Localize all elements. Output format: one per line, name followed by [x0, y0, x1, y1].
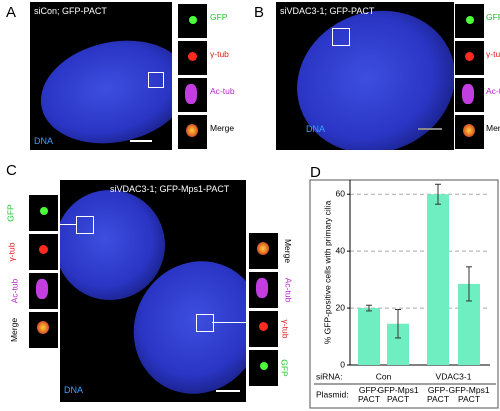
signal [39, 245, 48, 254]
stain-label: DNA [64, 385, 84, 395]
inset-image [177, 114, 208, 150]
signal [257, 242, 269, 255]
inset-image [177, 40, 208, 76]
inset-label: GFP [210, 12, 228, 22]
micrograph: siCon; GFP-PACT DNA [30, 2, 172, 150]
panel-label: B [254, 4, 265, 21]
image-title: siVDAC3-1; GFP-Mps1-PACT [110, 184, 230, 194]
signal [259, 322, 268, 331]
signal [189, 16, 197, 24]
roi-box [76, 216, 94, 234]
stain-label: DNA [306, 124, 326, 134]
x-tick-label: GFP-Mps1 PACT [448, 385, 490, 404]
inset-label: Merge [210, 123, 235, 133]
x-tick-label: GFP-Mps1 PACT [377, 385, 419, 404]
inset-label: γ-tub [486, 49, 500, 59]
panel-frame [309, 179, 499, 409]
signal [462, 84, 474, 104]
inset-image [28, 272, 59, 310]
roi-box [332, 28, 350, 46]
scale-bar [216, 390, 240, 392]
inset-image [177, 3, 208, 39]
inset-image [248, 271, 279, 309]
nucleus [31, 27, 172, 150]
image-title: siCon; GFP-PACT [34, 6, 107, 16]
inset-image [454, 3, 485, 39]
stain-label: DNA [34, 136, 54, 146]
group-label: Con [376, 371, 392, 381]
bar [427, 194, 449, 365]
inset-label: Ac-tub [210, 86, 235, 96]
x-tick-label: GFP- PACT [426, 385, 450, 404]
micrograph: siVDAC3-1; GFP-PACT DNA [276, 2, 454, 150]
inset-image [248, 349, 279, 387]
y-tick-label: 20 [336, 302, 346, 312]
inset-image [177, 77, 208, 113]
inset-image [28, 233, 59, 271]
inset-label: γ-tub [6, 242, 17, 262]
arrow [60, 224, 76, 225]
signal [185, 84, 197, 104]
inset-image [248, 232, 279, 270]
y-tick-label: 40 [336, 245, 346, 255]
inset-label: Ac-tub [9, 278, 20, 304]
panel-label: D [310, 164, 321, 181]
inset-label: GFP [486, 12, 500, 22]
scale-bar [418, 128, 442, 130]
inset-label: Merge [9, 317, 20, 343]
image-title: siVDAC3-1; GFP-PACT [280, 6, 375, 16]
group-label: VDAC3-1 [436, 371, 472, 381]
signal [188, 52, 197, 61]
bar [458, 283, 480, 365]
signal [466, 16, 474, 24]
y-tick-label: 0 [340, 359, 345, 369]
inset-label: GFP [5, 204, 16, 222]
row-label: Plasmid: [316, 389, 349, 399]
signal [465, 52, 474, 61]
micrograph: siVDAC3-1; GFP-Mps1-PACT DNA [60, 180, 246, 402]
inset-image [28, 311, 59, 349]
inset-image [454, 114, 485, 150]
signal [40, 207, 48, 215]
row-label: siRNA: [316, 371, 342, 381]
inset-label: GFP [279, 359, 290, 377]
signal [186, 124, 198, 137]
roi-box [196, 314, 214, 332]
signal [256, 278, 268, 298]
signal [463, 124, 475, 137]
inset-label: γ-tub [210, 49, 229, 59]
inset-label: Merge [283, 238, 294, 264]
signal [37, 321, 49, 334]
inset-image [248, 310, 279, 348]
inset-image [28, 194, 59, 232]
panel-label: C [6, 162, 17, 179]
y-tick-label: 60 [336, 188, 346, 198]
chart: 0 20 40 60 % GFP-positive cells with primary… [309, 179, 499, 409]
signal [36, 279, 48, 299]
inset-label: Ac-tub [486, 86, 500, 96]
inset-label: γ-tub [280, 319, 291, 339]
nucleus [60, 190, 165, 300]
inset-label: Ac-tub [283, 277, 294, 303]
roi-box [148, 72, 164, 88]
scale-bar [130, 140, 152, 142]
bar [387, 323, 409, 365]
panel-label: A [6, 4, 17, 21]
x-tick-label: GFP- PACT [357, 385, 381, 404]
bar [358, 308, 380, 365]
inset-image [454, 77, 485, 113]
signal [260, 362, 268, 370]
inset-image [454, 40, 485, 76]
chart-area: 0 20 40 60 % GFP-positive cells with primary… [300, 160, 500, 411]
inset-label: Merge [486, 123, 500, 133]
y-axis-label: % GFP-positive cells with primary cilia [322, 200, 332, 344]
arrow [212, 322, 246, 323]
